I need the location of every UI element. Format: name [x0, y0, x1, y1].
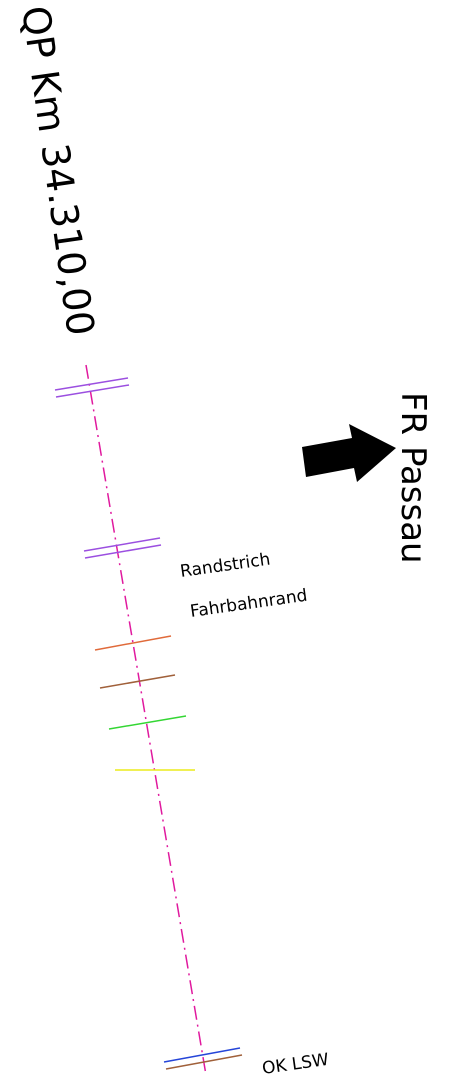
- axis-line: [85, 364, 207, 1076]
- tick-line: [84, 544, 162, 559]
- tick-line: [54, 377, 129, 391]
- direction-arrow: [302, 424, 396, 482]
- direction-label: FR Passau: [393, 392, 433, 564]
- tick-line: [99, 674, 176, 689]
- tick-line: [94, 635, 172, 651]
- tick-line: [55, 384, 130, 398]
- tick-line: [108, 715, 187, 730]
- line-label: Fahrbahnrand: [189, 586, 309, 622]
- tick-line: [163, 1047, 241, 1063]
- tick-line: [165, 1054, 243, 1070]
- tick-line: [83, 537, 161, 552]
- line-label: OK LSW: [261, 1050, 330, 1079]
- line-label: Randstrich: [179, 550, 272, 582]
- station-label: QP Km 34.310,00: [13, 3, 103, 338]
